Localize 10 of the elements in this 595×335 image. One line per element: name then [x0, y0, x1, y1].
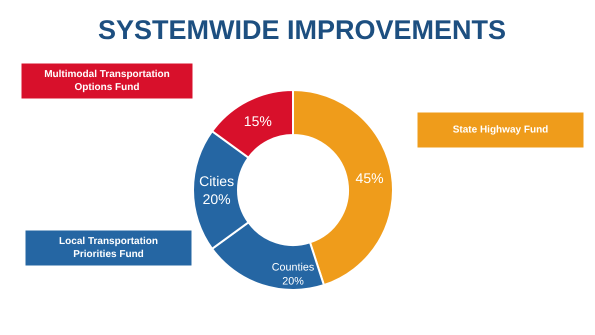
slice-label: Counties [272, 261, 314, 274]
slice-label: Cities [199, 172, 234, 189]
text: Multimodal Transportation Options Fund [44, 69, 170, 93]
text: Local Transportation Priorities Fund [59, 236, 158, 260]
data-label: 45% [356, 170, 384, 186]
chart-title: SYSTEMWIDE IMPROVEMENTS [98, 15, 506, 45]
text: State Highway Fund [452, 124, 548, 136]
data-label: 20% [202, 191, 231, 208]
data-label: 15% [244, 112, 272, 129]
data-label: 20% [282, 275, 304, 288]
